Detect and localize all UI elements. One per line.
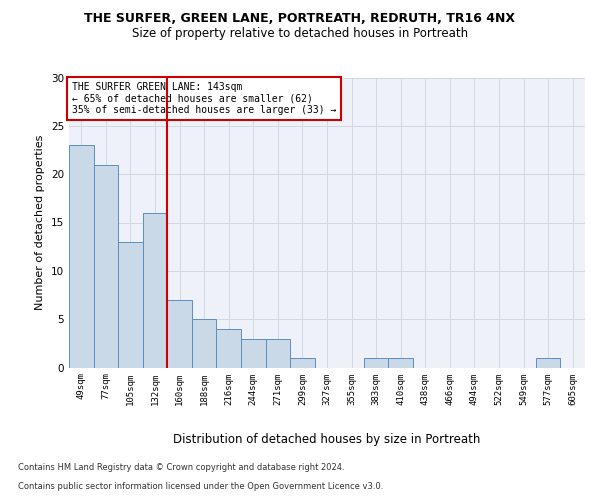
Bar xyxy=(536,358,560,368)
Bar xyxy=(388,358,413,368)
Bar xyxy=(167,300,192,368)
Bar xyxy=(69,145,94,368)
Text: THE SURFER, GREEN LANE, PORTREATH, REDRUTH, TR16 4NX: THE SURFER, GREEN LANE, PORTREATH, REDRU… xyxy=(85,12,515,26)
Y-axis label: Number of detached properties: Number of detached properties xyxy=(35,135,46,310)
Text: Contains HM Land Registry data © Crown copyright and database right 2024.: Contains HM Land Registry data © Crown c… xyxy=(18,464,344,472)
Bar xyxy=(241,338,266,368)
Text: Distribution of detached houses by size in Portreath: Distribution of detached houses by size … xyxy=(173,432,481,446)
Text: Contains public sector information licensed under the Open Government Licence v3: Contains public sector information licen… xyxy=(18,482,383,491)
Bar xyxy=(266,338,290,368)
Bar xyxy=(217,329,241,368)
Bar xyxy=(192,319,217,368)
Bar xyxy=(290,358,315,368)
Text: THE SURFER GREEN LANE: 143sqm
← 65% of detached houses are smaller (62)
35% of s: THE SURFER GREEN LANE: 143sqm ← 65% of d… xyxy=(71,82,336,115)
Text: Size of property relative to detached houses in Portreath: Size of property relative to detached ho… xyxy=(132,28,468,40)
Bar xyxy=(364,358,388,368)
Bar xyxy=(143,213,167,368)
Bar xyxy=(118,242,143,368)
Bar xyxy=(94,164,118,368)
